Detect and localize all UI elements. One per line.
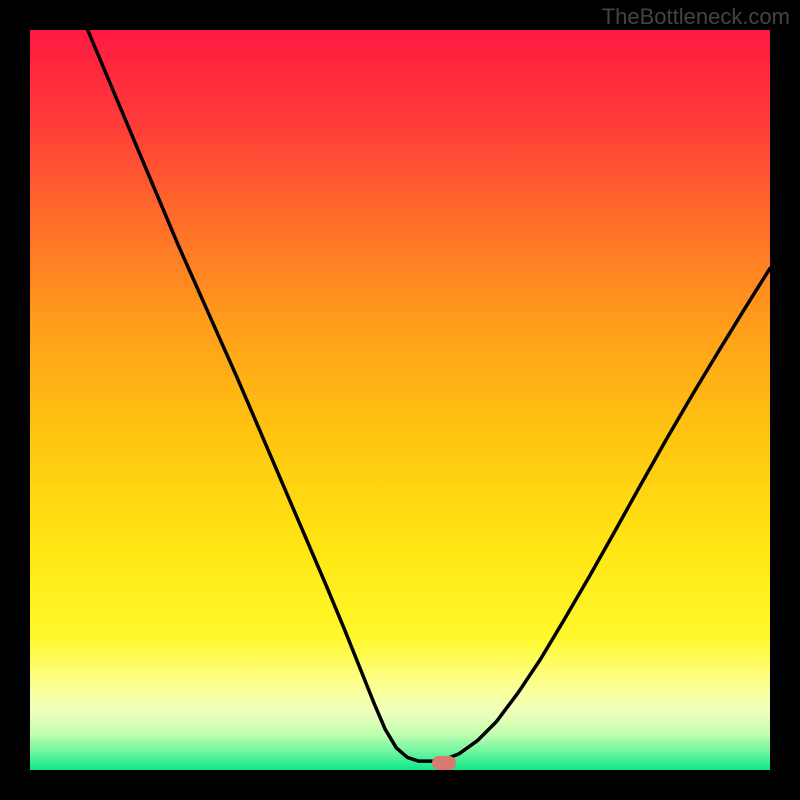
bottleneck-chart	[30, 30, 770, 770]
watermark-text: TheBottleneck.com	[602, 4, 790, 30]
optimal-point-marker	[432, 756, 456, 770]
bottleneck-curve	[30, 30, 770, 770]
